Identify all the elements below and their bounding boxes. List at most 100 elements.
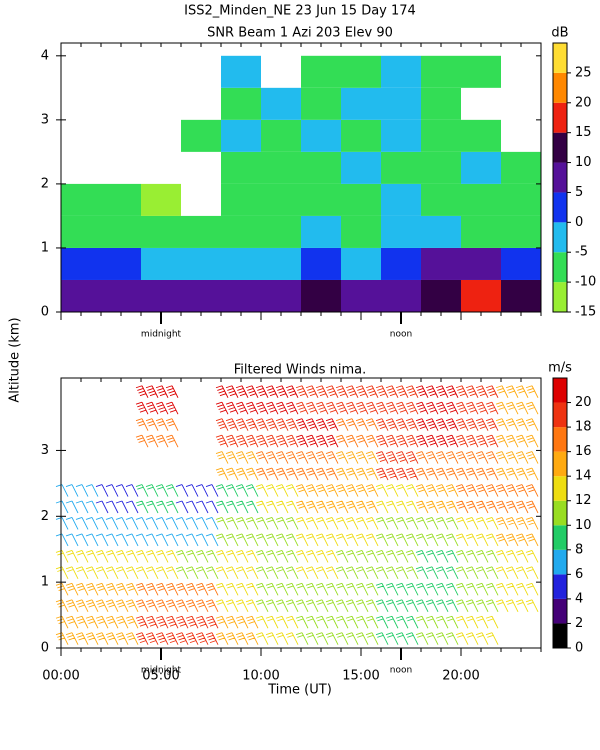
wind-barb bbox=[375, 582, 419, 612]
annotation: midnight bbox=[141, 666, 182, 676]
cell bbox=[101, 183, 141, 216]
colorbar-tick-label: 14 bbox=[575, 469, 592, 484]
cell bbox=[101, 247, 141, 280]
colorbar-tick-label: 20 bbox=[575, 395, 592, 410]
cell bbox=[341, 151, 381, 184]
wind-barb bbox=[495, 549, 539, 580]
wind-barb bbox=[175, 484, 219, 514]
wind-barb bbox=[215, 517, 259, 547]
cell bbox=[181, 215, 221, 248]
cell bbox=[421, 119, 461, 152]
colorbar-tick-label: 2 bbox=[575, 616, 583, 631]
wind-barb bbox=[415, 451, 459, 481]
y-tick-label: 1 bbox=[41, 575, 49, 590]
colorbar-segment bbox=[553, 102, 567, 133]
x-tick-label: 20:00 bbox=[442, 669, 479, 684]
wind-barb bbox=[415, 549, 459, 580]
cell bbox=[261, 87, 301, 120]
cell bbox=[301, 151, 341, 184]
cell bbox=[501, 215, 541, 248]
cell bbox=[501, 279, 541, 312]
cell bbox=[261, 183, 301, 216]
cell bbox=[221, 279, 261, 312]
cell bbox=[421, 183, 461, 216]
colorbar-tick-label: 0 bbox=[575, 215, 583, 230]
wind-barb bbox=[295, 484, 339, 514]
cell bbox=[341, 119, 381, 152]
cell bbox=[301, 215, 341, 248]
wind-barb bbox=[295, 615, 339, 645]
y-tick-label: 0 bbox=[41, 641, 49, 656]
wind-barb bbox=[455, 484, 499, 514]
y-tick-label: 3 bbox=[41, 112, 49, 127]
plot-frame bbox=[60, 377, 542, 649]
x-tick-label: 00:00 bbox=[42, 669, 79, 684]
colorbar-segment bbox=[553, 623, 567, 648]
wind-barb bbox=[415, 517, 459, 547]
wind-barb bbox=[295, 549, 339, 580]
cell bbox=[461, 119, 501, 152]
wind-barb bbox=[255, 582, 299, 612]
wind-barb bbox=[95, 615, 139, 645]
wind-barb bbox=[455, 418, 499, 448]
wind-barb bbox=[255, 484, 299, 514]
cell bbox=[261, 279, 301, 312]
colorbar-segment bbox=[553, 476, 567, 501]
wind-barb bbox=[95, 582, 139, 612]
colorbar-tick-label: 12 bbox=[575, 493, 592, 508]
wind-barb bbox=[55, 517, 99, 547]
cell bbox=[341, 87, 381, 120]
wind-barb bbox=[215, 484, 259, 514]
colorbar-tick-label: 25 bbox=[575, 65, 592, 80]
colorbar-segment bbox=[553, 402, 567, 428]
cell bbox=[501, 247, 541, 280]
cell bbox=[301, 247, 341, 280]
chart-subtitle: SNR Beam 1 Azi 203 Elev 90 bbox=[207, 26, 393, 41]
y-tick-label: 2 bbox=[41, 176, 49, 191]
wind-barb bbox=[415, 615, 459, 645]
colorbar-tick-label: -10 bbox=[575, 275, 596, 290]
cell bbox=[501, 151, 541, 184]
colorbar-tick-label: 15 bbox=[575, 125, 592, 140]
colorbar-segment bbox=[553, 162, 567, 193]
wind-barb bbox=[255, 385, 299, 415]
cell bbox=[381, 247, 421, 280]
cell bbox=[381, 279, 421, 312]
wind-barb bbox=[175, 549, 219, 580]
wind-barb bbox=[455, 615, 499, 645]
wind-barb bbox=[95, 484, 139, 514]
wind-barb bbox=[95, 517, 139, 547]
y-tick-label: 1 bbox=[41, 240, 49, 255]
wind-barb bbox=[215, 451, 259, 481]
cell bbox=[341, 183, 381, 216]
wind-barb bbox=[55, 549, 99, 580]
wind-barb bbox=[495, 517, 539, 547]
cell bbox=[221, 215, 261, 248]
wind-barb bbox=[135, 517, 179, 547]
colorbar-segment bbox=[553, 43, 567, 73]
annotation: noon bbox=[390, 330, 412, 340]
cell bbox=[221, 151, 261, 184]
colorbar-tick-label: -15 bbox=[575, 305, 596, 320]
cell bbox=[421, 55, 461, 88]
x-tick-label: 15:00 bbox=[342, 669, 379, 684]
wind-barb bbox=[415, 484, 459, 514]
wind-barb bbox=[375, 418, 419, 448]
colorbar-frame bbox=[552, 377, 568, 649]
colorbar-segment bbox=[553, 72, 567, 103]
cell bbox=[221, 119, 261, 152]
cell bbox=[301, 183, 341, 216]
wind-barb bbox=[135, 484, 179, 514]
wind-barb bbox=[255, 451, 299, 481]
cell bbox=[381, 215, 421, 248]
y-tick-label: 2 bbox=[41, 509, 49, 524]
wind-barb bbox=[335, 549, 379, 580]
x-tick-label: 10:00 bbox=[242, 669, 279, 684]
colorbar-segment bbox=[553, 132, 567, 163]
wind-barb bbox=[415, 582, 459, 612]
cell bbox=[61, 183, 101, 216]
wind-barb bbox=[55, 615, 99, 645]
cell bbox=[421, 247, 461, 280]
colorbar-segment bbox=[553, 525, 567, 550]
